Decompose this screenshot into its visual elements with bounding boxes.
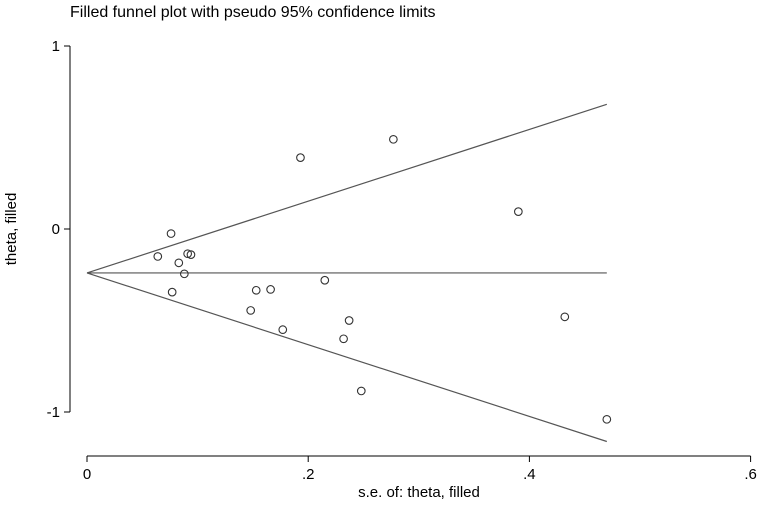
data-point bbox=[167, 287, 177, 297]
lower-confidence-limit bbox=[86, 272, 608, 443]
x-tick-label: .6 bbox=[744, 466, 757, 483]
data-point bbox=[320, 275, 330, 285]
y-axis-label: theta, filled bbox=[3, 193, 20, 266]
data-point bbox=[278, 325, 288, 335]
upper-confidence-limit bbox=[86, 103, 608, 274]
data-point bbox=[153, 252, 163, 261]
data-point bbox=[339, 334, 348, 344]
data-point bbox=[246, 306, 256, 315]
y-tick-label: 0 bbox=[52, 221, 60, 238]
x-tick-label: .2 bbox=[302, 466, 315, 483]
data-point bbox=[560, 312, 570, 322]
data-points bbox=[153, 134, 612, 424]
y-tick-label: -1 bbox=[47, 404, 60, 421]
data-point bbox=[389, 134, 398, 144]
data-point bbox=[296, 153, 305, 162]
data-point bbox=[183, 249, 192, 259]
data-point bbox=[179, 269, 189, 279]
data-point bbox=[174, 258, 184, 268]
funnel-lines bbox=[86, 103, 608, 443]
data-point bbox=[166, 229, 176, 238]
x-axis-label: s.e. of: theta, filled bbox=[358, 484, 480, 501]
data-point bbox=[344, 316, 354, 325]
x-tick-label: .4 bbox=[523, 466, 536, 483]
y-tick-label: 1 bbox=[52, 38, 60, 55]
data-point bbox=[513, 207, 523, 216]
x-tick-label: 0 bbox=[83, 466, 91, 483]
data-point bbox=[266, 285, 275, 294]
data-point bbox=[602, 414, 612, 424]
axes: -1 0 1 0 .2 .4 .6 bbox=[47, 38, 757, 483]
data-point bbox=[186, 250, 196, 259]
data-point bbox=[251, 285, 261, 295]
data-point bbox=[356, 386, 366, 396]
chart-title: Filled funnel plot with pseudo 95% confi… bbox=[70, 4, 436, 21]
